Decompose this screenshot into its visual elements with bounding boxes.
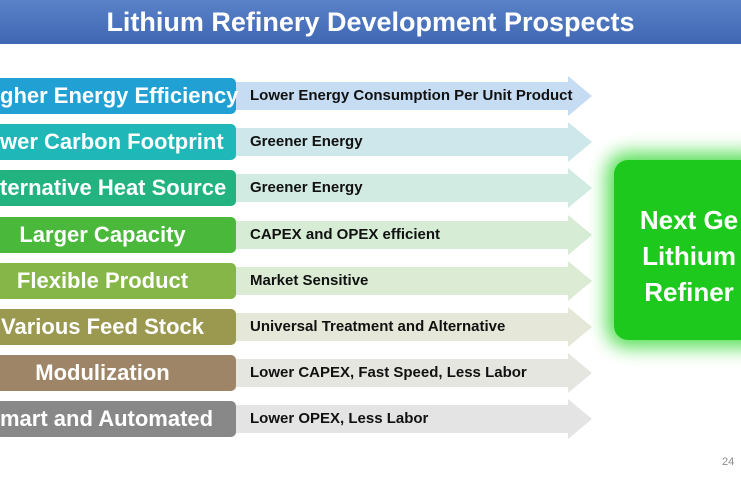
prospect-row: Flexible Product Market Sensitive <box>0 260 600 301</box>
next-gen-text: Next Ge Lithium Refiner <box>614 202 741 310</box>
arrow-body <box>200 122 592 163</box>
arrow-shape <box>200 168 592 209</box>
prospect-label-box <box>0 355 236 392</box>
arrow-shape <box>200 353 592 394</box>
arrow-body <box>200 260 592 301</box>
slide-title: Lithium Refinery Development Prospects <box>106 7 635 37</box>
arrow-body <box>200 353 592 394</box>
arrow-shape <box>200 260 592 301</box>
prospect-label-box <box>0 78 236 114</box>
prospect-description: CAPEX and OPEX efficient <box>250 225 441 243</box>
prospect-label: Various Feed Stock <box>1 314 204 339</box>
prospect-label: wer Carbon Footprint <box>0 129 224 155</box>
prospect-label: ternative Heat Source <box>0 175 227 201</box>
next-gen-line-1: Next Ge <box>639 205 739 235</box>
arrow-shape <box>200 76 592 116</box>
prospect-label: Modulization <box>35 360 170 386</box>
prospect-label-box <box>0 216 236 253</box>
prospect-description: Greener Energy <box>250 179 363 197</box>
prospect-row: wer Carbon Footprint Greener Energy <box>0 122 600 163</box>
prospect-row: gher Energy Efficiency Lower Energy Consu… <box>0 76 600 116</box>
prospect-label: Flexible Product <box>16 267 189 293</box>
prospect-description: Greener Energy <box>250 133 363 151</box>
arrow-shape <box>200 122 592 163</box>
page-number: 24 <box>722 456 735 468</box>
prospect-label-box <box>0 124 236 161</box>
prospect-label-box <box>0 170 236 207</box>
prospect-description: Universal Treatment and Alternative <box>250 318 506 335</box>
prospect-description: Lower OPEX, Less Labor <box>250 410 429 428</box>
arrow-body <box>200 214 592 255</box>
prospect-description: Market Sensitive <box>250 271 369 289</box>
prospect-description: Lower CAPEX, Fast Speed, Less Labor <box>250 364 527 382</box>
arrow-body <box>200 168 592 209</box>
next-gen-box: Next Ge Lithium Refiner <box>614 160 741 340</box>
next-gen-line-2: Lithium <box>642 241 736 271</box>
arrow-shape <box>200 399 592 440</box>
prospect-row: Various Feed Stock Universal Treatment an… <box>0 307 600 347</box>
arrow-shape <box>200 307 592 347</box>
prospect-row: ternative Heat Source Greener Energy <box>0 168 600 209</box>
arrow-body <box>200 307 592 347</box>
prospect-label-box <box>0 262 236 299</box>
prospect-label-box <box>0 401 236 438</box>
prospect-row: Larger Capacity CAPEX and OPEX efficient <box>0 214 600 255</box>
arrow-shape <box>200 214 592 255</box>
prospect-row: Modulization Lower CAPEX, Fast Speed, Les… <box>0 353 600 394</box>
prospect-label-box <box>0 309 236 345</box>
prospect-row: mart and Automated Lower OPEX, Less Labor <box>0 399 600 440</box>
next-gen-line-3: Refiner <box>644 277 734 307</box>
title-bar: Lithium Refinery Development Prospects <box>0 0 741 44</box>
prospect-description: Lower Energy Consumption Per Unit Produc… <box>250 87 573 104</box>
arrow-body <box>200 76 592 116</box>
prospect-label: gher Energy Efficiency <box>0 83 239 108</box>
arrow-body <box>200 399 592 440</box>
prospect-label: mart and Automated <box>0 406 214 432</box>
prospect-label: Larger Capacity <box>19 221 186 247</box>
